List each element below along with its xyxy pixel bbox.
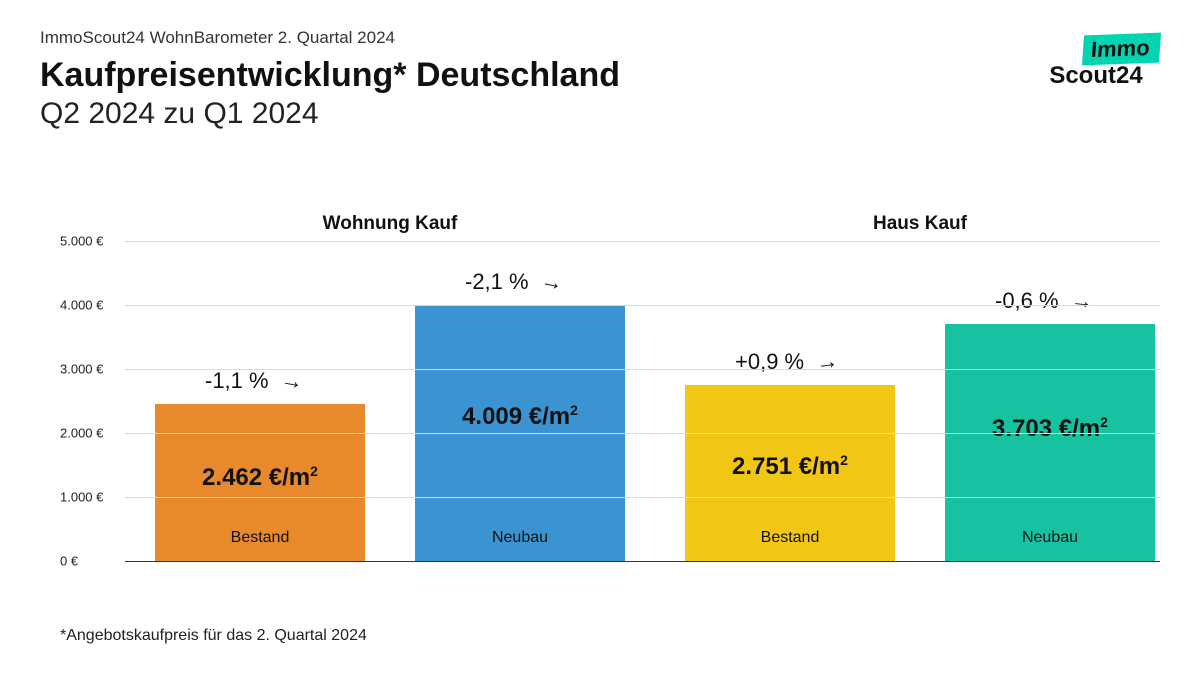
trend-label: +0,9 % →	[735, 349, 838, 375]
header: ImmoScout24 WohnBarometer 2. Quartal 202…	[40, 28, 1160, 131]
bar-value-label: 2.751 €/m2	[685, 452, 895, 481]
y-axis-tick: 5.000 €	[60, 234, 103, 249]
gridline	[125, 369, 1160, 370]
bar: 2.462 €/m2 Bestand	[155, 404, 365, 562]
trend-arrow-icon: →	[1069, 287, 1094, 315]
y-axis-tick: 1.000 €	[60, 490, 103, 505]
group-title: Haus Kauf	[840, 213, 1000, 235]
trend-label: -1,1 % →	[205, 368, 303, 394]
bar-category-label: Bestand	[155, 529, 365, 547]
plot-area: Wohnung Kauf2.462 €/m2Bestand-1,1 % →4.0…	[125, 241, 1160, 561]
gridline	[125, 433, 1160, 434]
group-title: Wohnung Kauf	[310, 213, 470, 235]
supertitle: ImmoScout24 WohnBarometer 2. Quartal 202…	[40, 28, 1160, 48]
trend-arrow-icon: →	[538, 267, 565, 297]
bar-value-label: 2.462 €/m2	[155, 463, 365, 492]
logo-top: Immo	[1082, 33, 1161, 66]
gridline	[125, 305, 1160, 306]
y-axis-tick: 2.000 €	[60, 426, 103, 441]
footnote: *Angebotskaufpreis für das 2. Quartal 20…	[60, 627, 367, 645]
logo-bottom: Scout24	[1049, 62, 1142, 89]
trend-arrow-icon: →	[279, 366, 305, 395]
gridline	[125, 497, 1160, 498]
page-title: Kaufpreisentwicklung* Deutschland	[40, 56, 1160, 95]
bar: 2.751 €/m2 Bestand	[685, 385, 895, 561]
bar-chart: Wohnung Kauf 2.462 €/m2 Bestand -1,1 % → 4.0…	[60, 191, 1160, 561]
trend-arrow-icon: →	[815, 348, 840, 377]
page-subtitle: Q2 2024 zu Q1 2024	[40, 97, 1160, 131]
y-axis-tick: 4.000 €	[60, 298, 103, 313]
gridline	[125, 561, 1160, 562]
y-axis-tick: 0 €	[60, 554, 78, 569]
bar-value-label: 3.703 €/m2	[945, 414, 1155, 443]
y-axis-tick: 3.000 €	[60, 362, 103, 377]
trend-label: -0,6 % →	[995, 288, 1093, 314]
bar-category-label: Bestand	[685, 529, 895, 547]
brand-logo: Immo Scout24	[1049, 34, 1160, 88]
gridline	[125, 241, 1160, 242]
bar-category-label: Neubau	[945, 529, 1155, 547]
bar: 3.703 €/m2 Neubau	[945, 324, 1155, 561]
bar-category-label: Neubau	[415, 529, 625, 547]
trend-label: -2,1 % →	[465, 269, 563, 295]
bar-value-label: 4.009 €/m2	[415, 402, 625, 431]
